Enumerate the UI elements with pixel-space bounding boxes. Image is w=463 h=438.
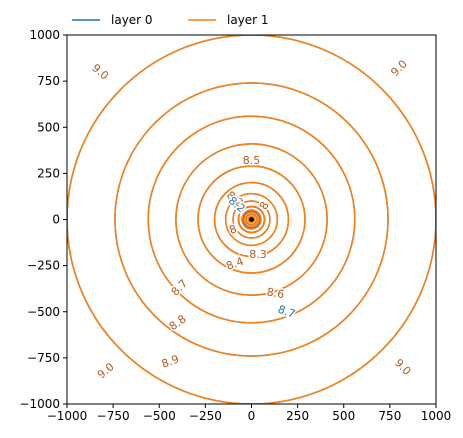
contour-layer-1-8	[243, 211, 260, 228]
contour-lines	[67, 35, 436, 404]
y-tick-label: 500	[37, 120, 60, 134]
x-tick-label: 500	[332, 409, 355, 423]
x-axis: −1000 −750 −500 −250 0 250 500 750 1000	[47, 404, 452, 423]
contour-layer-1-8.5	[213, 181, 290, 258]
contour-layer-1-8.4	[224, 192, 279, 247]
y-tick-label: 750	[37, 74, 60, 88]
x-tick-label: −250	[189, 409, 222, 423]
contour-layer-0-8.1	[242, 210, 261, 229]
contour-label: 8.3	[249, 248, 267, 261]
contour-label: 8.5	[243, 154, 261, 167]
contour-layer-1-8.9	[114, 82, 389, 357]
contour-layer-1-8.1	[241, 209, 262, 230]
x-tick-label: 250	[286, 409, 309, 423]
contour-layer-1-8.8	[147, 115, 356, 324]
x-tick-label: −500	[143, 409, 176, 423]
legend-label: layer 1	[227, 13, 269, 27]
y-axis: −1000 −750 −500 −250 0 250 500 750 1000	[19, 28, 67, 411]
y-tick-label: 1000	[29, 28, 60, 42]
y-tick-label: 250	[37, 166, 60, 180]
legend: layer 0 layer 1	[72, 13, 269, 27]
x-tick-label: 0	[248, 409, 256, 423]
x-tick-label: 1000	[421, 409, 452, 423]
y-tick-label: −250	[27, 259, 60, 273]
contour-layer-1-8.3	[232, 200, 271, 239]
x-tick-label: 750	[378, 409, 401, 423]
well-marker	[249, 217, 254, 222]
contour-label: 8.6	[266, 285, 285, 301]
contour-layer-1-8.7	[175, 143, 328, 296]
y-tick-label: −1000	[19, 397, 60, 411]
contour-layer-1-8.2	[237, 205, 266, 234]
legend-label: layer 0	[111, 13, 153, 27]
y-tick-label: −500	[27, 305, 60, 319]
contour-layer-1-7.6	[247, 215, 256, 224]
contour-layer-1-7.8	[245, 213, 258, 226]
contour-layer-1-8.6	[197, 165, 306, 274]
y-tick-label: 0	[52, 213, 60, 227]
x-tick-label: −1000	[47, 409, 88, 423]
y-tick-label: −750	[27, 351, 60, 365]
x-tick-label: −750	[97, 409, 130, 423]
